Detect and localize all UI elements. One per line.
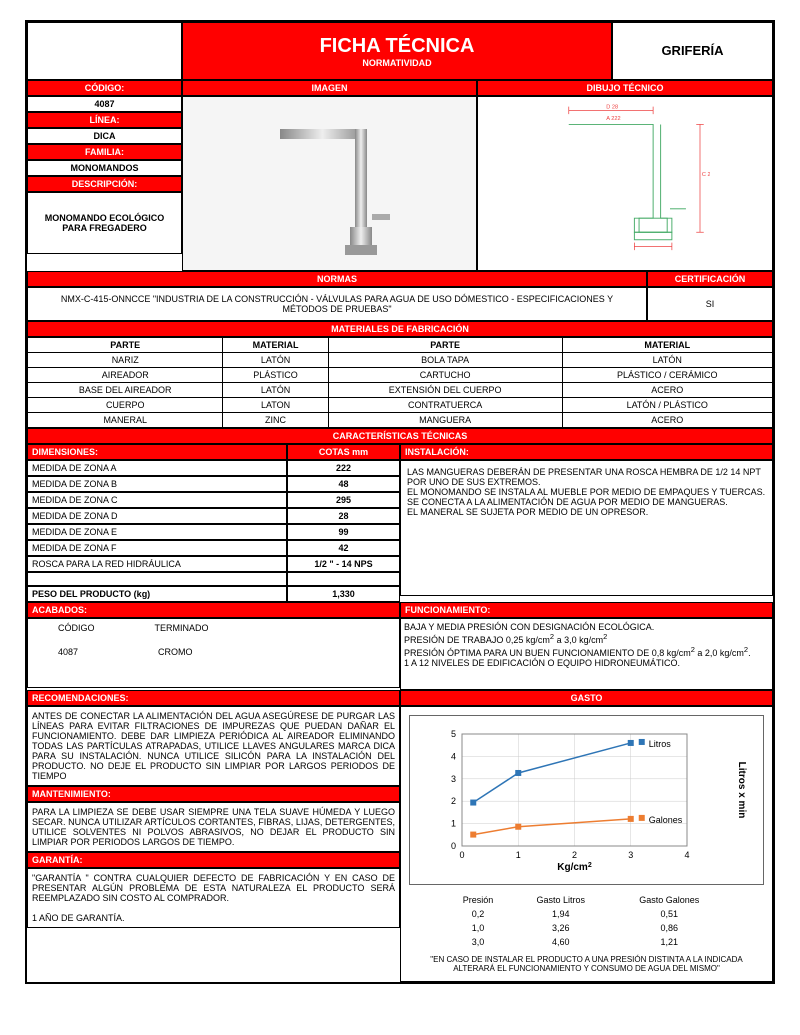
acabados-v1: 4087 [58,647,78,657]
svg-text:Litros x min: Litros x min [736,762,747,819]
familia-header: FAMILIA: [27,144,182,160]
svg-text:C 295: C 295 [702,172,710,178]
materiales-table: PARTEMATERIALPARTEMATERIAL NARIZLATÓNBOL… [27,337,773,428]
garantia-text: "GARANTÍA " CONTRA CUALQUIER DEFECTO DE … [32,873,395,903]
codigo-value: 4087 [27,96,182,112]
doc-title: FICHA TÉCNICA [183,35,611,58]
peso-label: PESO DEL PRODUCTO (kg) [27,586,287,602]
cotas-header: COTAS mm [287,444,400,460]
normas-header: NORMAS [27,271,647,287]
inst-text: LAS MANGUERAS DEBERÁN DE PRESENTAR UNA R… [400,460,773,596]
svg-text:Kg/cm2: Kg/cm2 [557,862,592,874]
dim-header: DIMENSIONES: [27,444,287,460]
gasto-chart: 0 1 2 3 4 0 1 2 3 4 5 Litros Galones Kg/cm2 Litros x m… [427,724,747,874]
tech-drawing: D 28 C 295 A 222 [540,101,710,251]
svg-text:D 28: D 28 [606,105,618,111]
svg-text:1: 1 [515,850,520,860]
familia-value: MONOMANDOS [27,160,182,176]
materiales-header: MATERIALES DE FABRICACIÓN [27,321,773,337]
mant-text: PARA LA LIMPIEZA SE DEBE USAR SIEMPRE UN… [27,802,400,852]
svg-text:0: 0 [459,850,464,860]
func-header: FUNCIONAMIENTO: [400,602,773,618]
desc-value: MONOMANDO ECOLÓGICO PARA FREGADERO [27,192,182,254]
svg-text:0: 0 [450,841,455,851]
recom-text: ANTES DE CONECTAR LA ALIMENTACIÓN DEL AG… [27,706,400,786]
dibujo-header: DIBUJO TÉCNICO [477,80,773,96]
svg-text:2: 2 [450,796,455,806]
recom-header: RECOMENDACIONES: [27,690,400,706]
imagen-header: IMAGEN [182,80,477,96]
gasto-note: "EN CASO DE INSTALAR EL PRODUCTO A UNA P… [409,955,764,973]
acabados-col2: TERMINADO [155,623,209,633]
gasto-table: PresiónGasto LitrosGasto Galones 0,21,94… [445,893,729,949]
func-text: BAJA Y MEDIA PRESIÓN CON DESIGNACIÓN ECO… [400,618,773,690]
cert-header: CERTIFICACIÓN [647,271,773,287]
acabados-col1: CÓDIGO [58,623,95,633]
acabados-v2: CROMO [158,647,193,657]
desc-header: DESCRIPCIÓN: [27,176,182,192]
gasto-header: GASTO [400,690,773,706]
svg-text:4: 4 [684,850,689,860]
svg-text:5: 5 [450,729,455,739]
linea-value: DICA [27,128,182,144]
category: GRIFERÍA [612,22,773,80]
linea-header: LÍNEA: [27,112,182,128]
svg-text:1: 1 [450,819,455,829]
svg-text:3: 3 [628,850,633,860]
doc-subtitle: NORMATIVIDAD [183,58,611,68]
mant-header: MANTENIMIENTO: [27,786,400,802]
peso-value: 1,330 [287,586,400,602]
caract-header: CARACTERÍSTICAS TÉCNICAS [27,428,773,444]
acabados-header: ACABADOS: [27,602,400,618]
svg-text:3: 3 [450,774,455,784]
normas-text: NMX-C-415-ONNCCE "INDUSTRIA DE LA CONSTR… [27,287,647,321]
svg-text:2: 2 [571,850,576,860]
garantia-header: GARANTÍA: [27,852,400,868]
svg-text:Litros: Litros [648,739,671,749]
garantia-years: 1 AÑO DE GARANTÍA. [32,913,395,923]
codigo-header: CÓDIGO: [27,80,182,96]
inst-header: INSTALACIÓN: [400,444,773,460]
svg-text:Galones: Galones [648,815,682,825]
cert-value: SI [647,287,773,321]
svg-text:4: 4 [450,751,455,761]
product-image [250,109,410,259]
svg-text:A 222: A 222 [606,116,620,122]
